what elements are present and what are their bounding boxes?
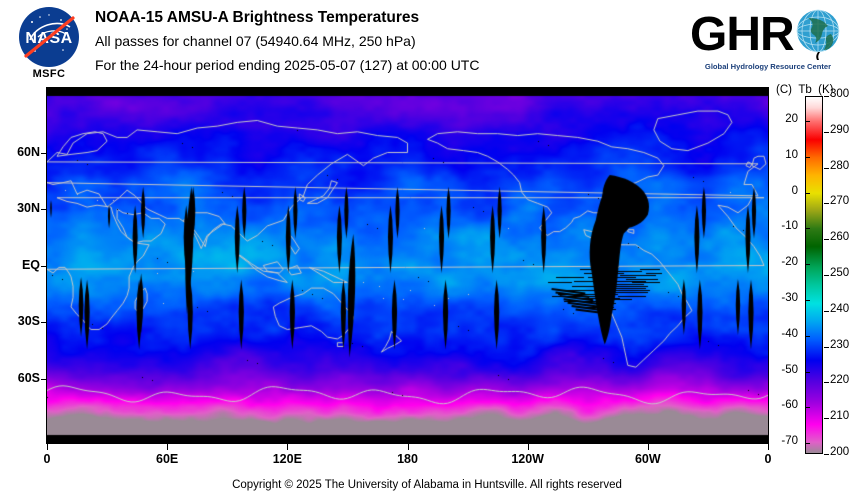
colorbar-celsius-tick: -50 (781, 363, 798, 376)
ghrc-wordmark-icon: GHR (690, 8, 840, 61)
longitude-tickmark (167, 444, 168, 450)
longitude-tickmark (47, 444, 48, 450)
colorbar-celsius-tick: 20 (785, 113, 798, 126)
colorbar-celsius-tickmark (805, 264, 810, 265)
colorbar-celsius-tick: -60 (781, 399, 798, 412)
longitude-tick-label: 60E (156, 452, 179, 466)
colorbar-celsius-tickmark (805, 121, 810, 122)
colorbar-kelvin-tick: 200 (830, 446, 850, 458)
colorbar-celsius-tickmark (805, 336, 810, 337)
longitude-tick-label: 60W (634, 452, 661, 466)
colorbar-kelvin-tickmark (824, 168, 829, 169)
colorbar-kelvin-tickmark (824, 454, 829, 455)
colorbar-celsius-tickmark (805, 228, 810, 229)
colorbar-kelvin-tickmark (824, 311, 829, 312)
latitude-tickmark (41, 379, 47, 380)
colorbar-celsius-tick: -70 (781, 435, 798, 448)
colorbar-celsius-tickmark (805, 443, 810, 444)
colorbar-celsius-tickmark (805, 157, 810, 158)
nasa-meatball-icon: NASA (19, 7, 79, 67)
longitude-tick-label: 0 (43, 452, 51, 466)
latitude-tickmark (41, 153, 47, 154)
latitude-tickmark (41, 322, 47, 323)
colorbar-celsius-tickmark (805, 300, 810, 301)
page-title: NOAA-15 AMSU-A Brightness Temperatures (95, 9, 420, 26)
colorbar-kelvin-tickmark (824, 382, 829, 383)
longitude-tick-label: 120E (272, 452, 302, 466)
latitude-tick-label: 60N (17, 144, 40, 159)
latitude-axis: 60N 30N EQ 30S 60S (0, 0, 47, 502)
svg-text:GHR: GHR (690, 8, 794, 61)
latitude-tickmark (41, 209, 47, 210)
longitude-tick-label: 180 (397, 452, 418, 466)
longitude-tickmark (528, 444, 529, 450)
colorbar-kelvin-tickmark (824, 418, 829, 419)
colorbar-celsius-tickmark (805, 372, 810, 373)
map-raster[interactable] (47, 88, 768, 443)
longitude-tickmark (768, 444, 769, 450)
colorbar-kelvin-tick: 260 (830, 231, 850, 244)
nasa-logo: NASA MSFC (8, 6, 90, 86)
longitude-tickmark (287, 444, 288, 450)
colorbar-celsius-scale: 20 10 0 -10 -20 -30 -40 -50 -60 -70 (760, 0, 810, 502)
latitude-tick-label: EQ (21, 257, 40, 272)
copyright-notice: Copyright © 2025 The University of Alaba… (232, 479, 622, 491)
colorbar-kelvin-tickmark (824, 132, 829, 133)
channel-subtitle: All passes for channel 07 (54940.64 MHz,… (95, 33, 416, 49)
colorbar-celsius-tickmark (805, 193, 810, 194)
colorbar-quantity: Tb (798, 84, 812, 96)
latitude-tickmark (41, 266, 47, 267)
colorbar-kelvin-tickmark (824, 239, 829, 240)
colorbar-kelvin-tick: 300 (830, 88, 850, 100)
colorbar-kelvin-tickmark (824, 275, 829, 276)
colorbar-unit-kelvin: (K) (818, 84, 834, 96)
longitude-tickmark (408, 444, 409, 450)
brightness-temperature-map[interactable] (47, 88, 768, 443)
colorbar-kelvin-tickmark (824, 347, 829, 348)
colorbar-celsius-tickmark (805, 407, 810, 408)
colorbar-kelvin-tick: 290 (830, 123, 850, 136)
longitude-tick-label: 120W (511, 452, 544, 466)
longitude-tick-label: 0 (764, 452, 772, 466)
longitude-tickmark (648, 444, 649, 450)
colorbar-kelvin-tick: 240 (830, 302, 850, 315)
nasa-center-label: MSFC (32, 68, 66, 80)
colorbar-kelvin-tick: 280 (830, 159, 850, 172)
colorbar-celsius-tick: -30 (781, 292, 798, 305)
ghrc-logo: GHR Global Hydrology Resource Center (688, 4, 848, 82)
colorbar-celsius-tick: -10 (781, 220, 798, 233)
colorbar-celsius-tick: 0 (791, 184, 798, 197)
period-subtitle: For the 24-hour period ending 2025-05-07… (95, 57, 480, 73)
ghrc-subtitle: Global Hydrology Resource Center (704, 62, 832, 71)
colorbar-celsius-tick: -40 (781, 327, 798, 340)
colorbar-kelvin-tick: 230 (830, 338, 850, 351)
colorbar-kelvin-tick: 210 (830, 410, 850, 423)
colorbar-kelvin-scale: 300 290 280 270 260 250 240 230 220 210 200 (824, 0, 854, 502)
colorbar-kelvin-tickmark (824, 203, 829, 204)
colorbar-kelvin-tick: 270 (830, 195, 850, 208)
colorbar-celsius-tick: -20 (781, 256, 798, 269)
colorbar-kelvin-tickmark (824, 96, 829, 97)
colorbar-celsius-tick: 10 (785, 148, 798, 161)
colorbar[interactable] (805, 96, 823, 454)
latitude-tick-label: 30N (17, 201, 40, 215)
colorbar-kelvin-tick: 250 (830, 267, 850, 279)
colorbar-gradient (806, 97, 822, 453)
latitude-tick-label: 30S (17, 314, 40, 328)
colorbar-unit-celsius: (C) (776, 84, 792, 96)
latitude-tick-label: 60S (17, 370, 40, 385)
colorbar-header: (C) Tb (K) (776, 84, 834, 96)
colorbar-kelvin-tick: 220 (830, 374, 850, 387)
